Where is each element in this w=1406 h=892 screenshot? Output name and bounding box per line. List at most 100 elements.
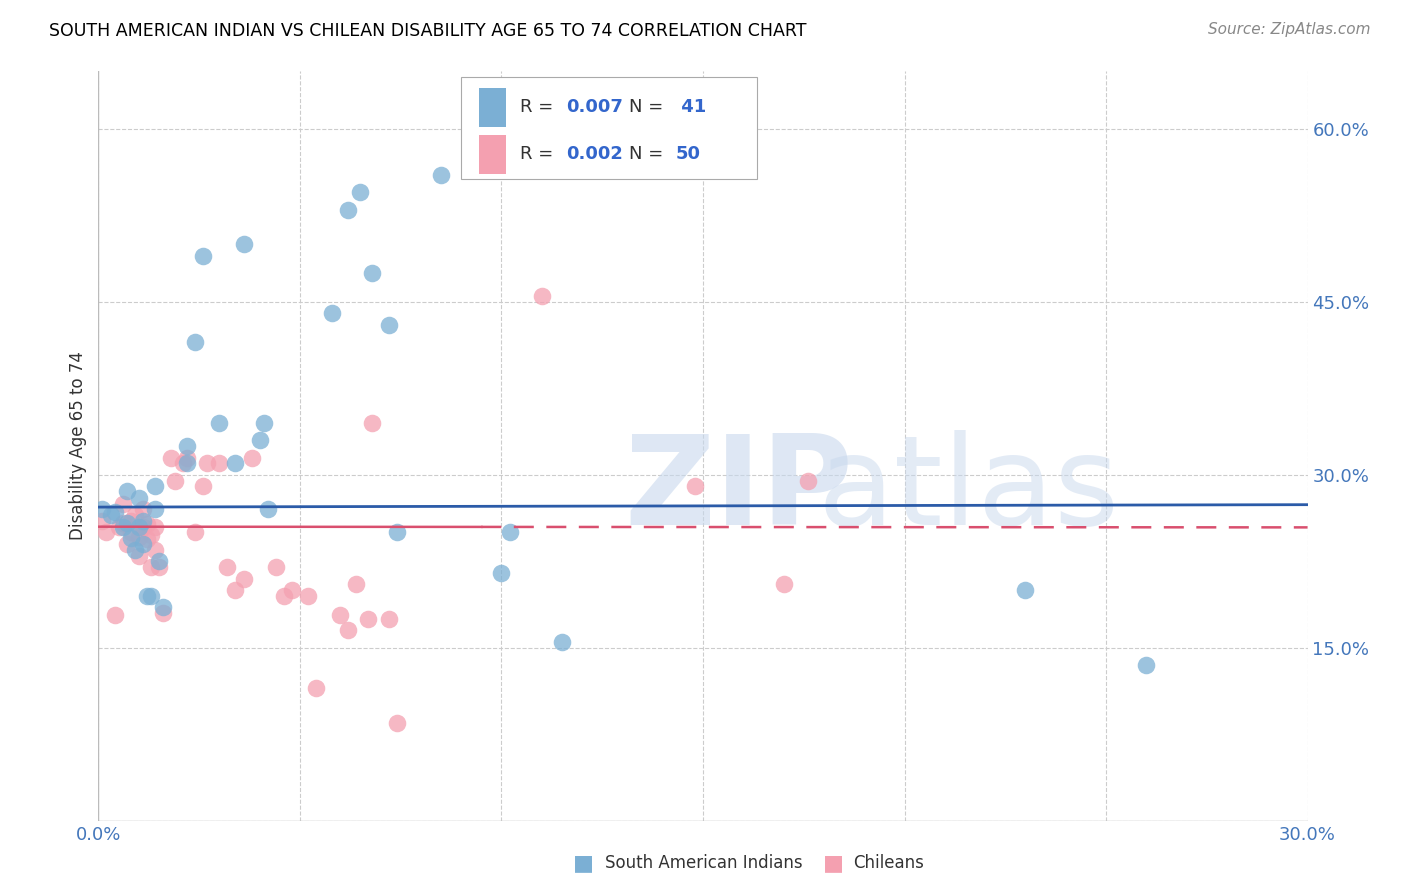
Point	[305, 681, 328, 695]
Point	[329, 608, 352, 623]
Text: 0.002: 0.002	[567, 145, 623, 163]
Point	[128, 549, 150, 563]
Point	[96, 525, 118, 540]
Point	[139, 528, 162, 542]
Point	[135, 589, 157, 603]
Text: N =: N =	[630, 98, 669, 116]
Point	[385, 715, 408, 730]
Point	[120, 525, 142, 540]
Point	[176, 439, 198, 453]
Point	[551, 635, 574, 649]
Point	[139, 560, 162, 574]
Text: R =: R =	[520, 98, 560, 116]
Point	[772, 577, 794, 591]
Text: R =: R =	[520, 145, 560, 163]
Point	[361, 266, 384, 280]
Point	[128, 519, 150, 533]
Text: ■: ■	[574, 854, 593, 873]
Point	[152, 600, 174, 615]
Point	[193, 479, 215, 493]
Point	[184, 525, 207, 540]
Point	[135, 533, 157, 547]
Point	[256, 502, 278, 516]
Point	[172, 456, 194, 470]
Point	[132, 537, 155, 551]
Point	[132, 502, 155, 516]
FancyBboxPatch shape	[479, 87, 506, 127]
Point	[357, 612, 380, 626]
Point	[115, 516, 138, 531]
FancyBboxPatch shape	[479, 135, 506, 174]
Point	[132, 519, 155, 533]
Point	[297, 589, 319, 603]
Point	[143, 502, 166, 516]
Point	[91, 502, 114, 516]
Y-axis label: Disability Age 65 to 74: Disability Age 65 to 74	[69, 351, 87, 541]
Point	[264, 560, 287, 574]
FancyBboxPatch shape	[461, 78, 758, 178]
Point	[337, 624, 360, 638]
Point	[176, 456, 198, 470]
Point	[377, 612, 399, 626]
Point	[128, 491, 150, 505]
Text: 41: 41	[675, 98, 706, 116]
Point	[184, 335, 207, 350]
Point	[530, 289, 553, 303]
Point	[111, 497, 134, 511]
Point	[115, 483, 138, 498]
Point	[491, 566, 513, 580]
Point	[385, 525, 408, 540]
Point	[120, 514, 142, 528]
Point	[143, 519, 166, 533]
Point	[160, 450, 183, 465]
Point	[148, 554, 170, 568]
Point	[240, 450, 263, 465]
Point	[217, 560, 239, 574]
Text: South American Indians: South American Indians	[605, 855, 803, 872]
Point	[1014, 583, 1036, 598]
Point	[143, 542, 166, 557]
Point	[148, 560, 170, 574]
Point	[361, 416, 384, 430]
Point	[139, 589, 162, 603]
Point	[208, 416, 231, 430]
Point	[224, 456, 246, 470]
Point	[224, 583, 246, 598]
Point	[1135, 658, 1157, 673]
Point	[349, 186, 371, 200]
Point	[232, 572, 254, 586]
Point	[232, 237, 254, 252]
Point	[132, 514, 155, 528]
Point	[115, 537, 138, 551]
Point	[135, 517, 157, 532]
Point	[100, 508, 122, 523]
Text: 0.007: 0.007	[567, 98, 623, 116]
Text: Source: ZipAtlas.com: Source: ZipAtlas.com	[1208, 22, 1371, 37]
Text: ■: ■	[824, 854, 844, 873]
Point	[152, 606, 174, 620]
Point	[195, 456, 218, 470]
Point	[124, 508, 146, 523]
Text: SOUTH AMERICAN INDIAN VS CHILEAN DISABILITY AGE 65 TO 74 CORRELATION CHART: SOUTH AMERICAN INDIAN VS CHILEAN DISABIL…	[49, 22, 807, 40]
Point	[128, 530, 150, 544]
Text: ZIP: ZIP	[624, 431, 853, 551]
Point	[377, 318, 399, 332]
Point	[176, 450, 198, 465]
Point	[498, 525, 520, 540]
Point	[337, 202, 360, 217]
Point	[111, 519, 134, 533]
Point	[208, 456, 231, 470]
Point	[143, 479, 166, 493]
Point	[193, 249, 215, 263]
Point	[107, 519, 129, 533]
Point	[124, 542, 146, 557]
Point	[103, 608, 125, 623]
Point	[253, 416, 276, 430]
Text: 50: 50	[675, 145, 700, 163]
Point	[344, 577, 367, 591]
Text: Chileans: Chileans	[853, 855, 924, 872]
Point	[249, 434, 271, 448]
Point	[321, 306, 343, 320]
Point	[683, 479, 706, 493]
Point	[797, 474, 820, 488]
